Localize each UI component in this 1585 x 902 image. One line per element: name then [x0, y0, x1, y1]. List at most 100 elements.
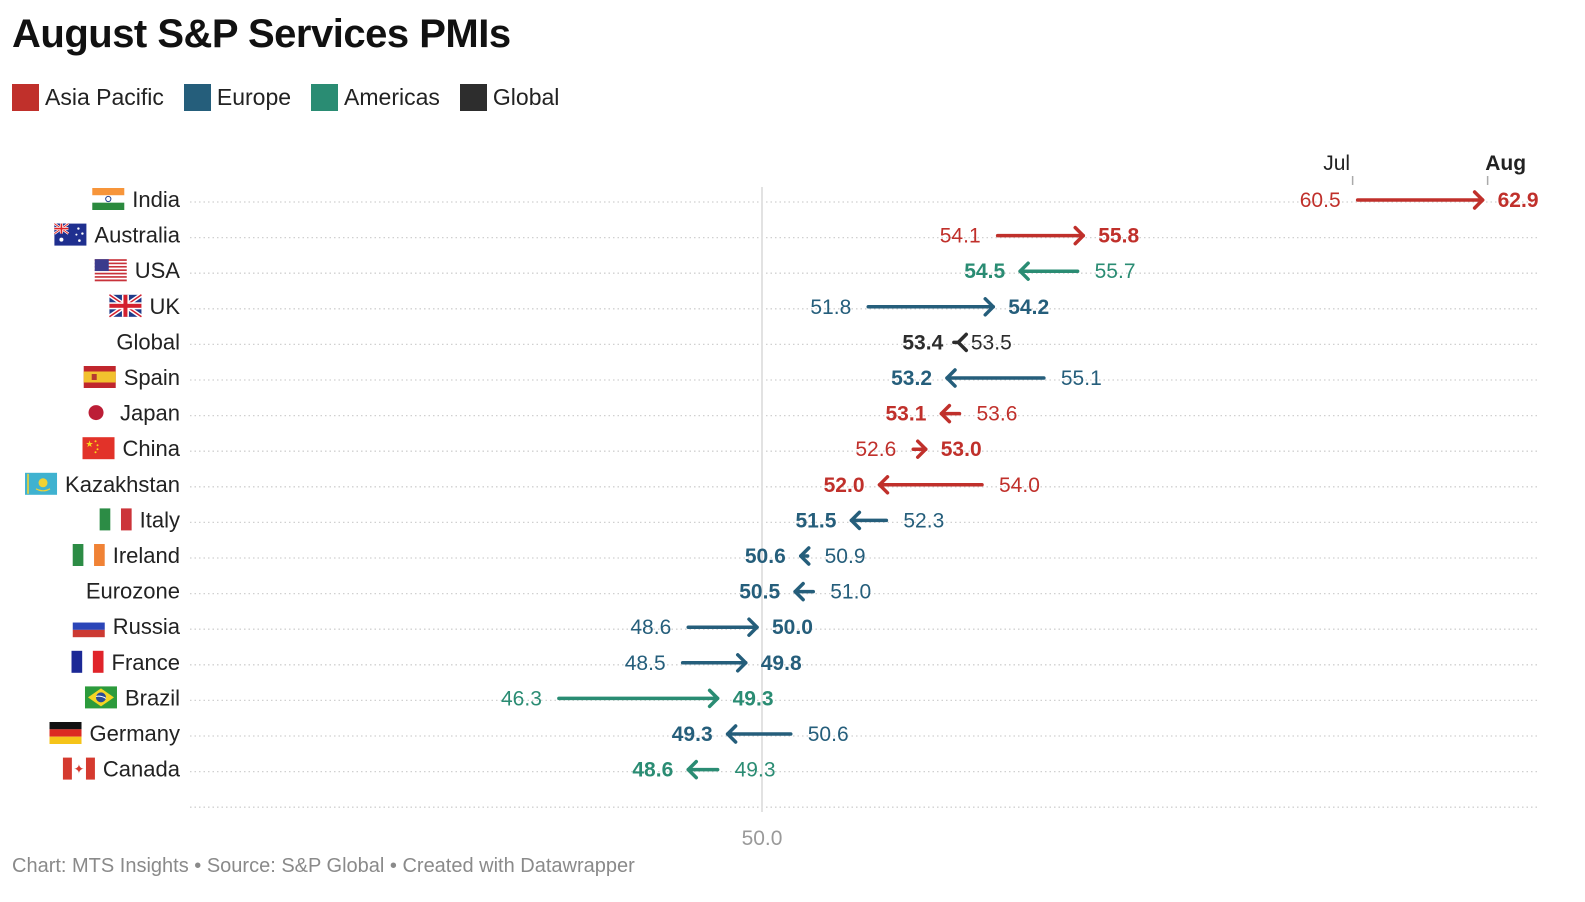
canada-flag-icon: ✦: [62, 757, 95, 780]
brazil-flag-icon: [84, 686, 117, 709]
legend-item-europe: Europe: [183, 84, 292, 111]
legend-item-asia-pacific: Asia Pacific: [12, 84, 164, 111]
aug-value-label: 50.0: [772, 616, 813, 639]
row-global: Global 53.5 53.4: [116, 329, 1011, 354]
row-australia: Australia 54.1 55.8: [53, 222, 1139, 248]
aug-value-label: 51.5: [796, 509, 837, 532]
aug-value-label: 50.5: [739, 581, 780, 604]
china-flag-icon: ★: [82, 437, 115, 460]
row-label: Brazil: [125, 685, 180, 710]
column-headers: Jul Aug: [1323, 152, 1526, 185]
aug-value-label: 54.5: [964, 260, 1005, 283]
australia-flag-icon: [53, 222, 87, 246]
svg-text:★: ★: [86, 439, 94, 449]
france-flag-icon: [71, 650, 104, 673]
legend-label: Americas: [344, 84, 440, 110]
row-label: USA: [135, 258, 181, 283]
jul-value-label: 53.6: [977, 403, 1018, 426]
row-label: Australia: [94, 223, 180, 248]
arrow-head: [877, 475, 890, 495]
jul-value-label: 51.8: [810, 296, 851, 319]
row-label: Global: [116, 329, 180, 354]
arrow-head: [747, 617, 759, 637]
arrow-head: [939, 403, 952, 424]
row-label: Italy: [140, 507, 180, 532]
arrow-head: [916, 439, 928, 459]
jul-value-label: 52.6: [855, 438, 896, 461]
row-spain: Spain 55.1 53.2: [83, 365, 1102, 390]
row-uk: UK 51.8 54.2: [108, 292, 1049, 319]
row-eurozone: Eurozone 51.0 50.5: [86, 579, 871, 604]
row-japan: Japan 53.6 53.1: [88, 401, 1018, 426]
column-header-jul: Jul: [1323, 152, 1350, 175]
row-italy: Italy 52.3 51.5: [99, 507, 944, 532]
uk-flag-icon: [108, 292, 143, 319]
grid-layer: [190, 201, 1540, 808]
aug-value-label: 62.9: [1498, 189, 1539, 212]
kazakhstan-flag-icon: [25, 472, 58, 495]
aug-value-label: 55.8: [1098, 225, 1139, 248]
legend-swatch-asia-pacific: [12, 84, 39, 111]
aug-value-label: 53.0: [941, 438, 982, 461]
row-russia: Russia 48.6 50.0: [72, 614, 813, 639]
jul-value-label: 51.0: [830, 581, 871, 604]
japan-flag-icon: [88, 405, 104, 421]
russia-flag-icon: [72, 622, 105, 638]
row-brazil: Brazil 46.3 49.3: [84, 685, 774, 710]
aug-value-label: 54.2: [1008, 296, 1049, 319]
row-label: India: [132, 187, 180, 212]
row-india: India 60.5 62.9: [92, 187, 1539, 212]
jul-value-label: 48.5: [625, 652, 666, 675]
jul-value-label: 54.0: [999, 474, 1040, 497]
row-france: France 48.5 49.8: [71, 650, 802, 675]
row-label: China: [123, 436, 181, 461]
jul-value-label: 55.7: [1095, 260, 1136, 283]
chart-footer: Chart: MTS Insights • Source: S&P Global…: [12, 855, 635, 877]
row-kazakhstan: Kazakhstan 54.0 52.0: [25, 472, 1040, 497]
jul-value-label: 54.1: [940, 225, 981, 248]
row-label: France: [112, 650, 180, 675]
row-china: China ★ 52.6 53.0: [82, 436, 982, 461]
legend-swatch-americas: [311, 84, 339, 111]
x-tick-label: 50.0: [742, 827, 783, 850]
jul-value-label: 53.5: [971, 331, 1012, 354]
row-label: Eurozone: [86, 579, 180, 604]
arrow-head: [686, 759, 698, 780]
arrow-head: [945, 368, 957, 388]
legend-label: Global: [492, 84, 560, 110]
row-canada: Canada ✦ 49.3 48.6: [62, 757, 776, 782]
jul-value-label: 49.3: [735, 759, 776, 782]
jul-value-label: 55.1: [1061, 367, 1102, 390]
aug-value-label: 52.0: [824, 474, 865, 497]
aug-value-label: 49.8: [761, 652, 802, 675]
ireland-flag-icon: [72, 544, 105, 566]
arrow-head: [1073, 225, 1085, 246]
jul-value-label: 50.6: [808, 723, 849, 746]
legend-label: Asia Pacific: [45, 84, 164, 110]
aug-value-label: 50.6: [745, 545, 786, 568]
arrow-head: [707, 688, 720, 709]
row-usa: USA 55.7 54.5: [94, 258, 1136, 283]
row-germany: Germany 50.6 49.3: [49, 721, 849, 746]
arrow-head: [736, 653, 748, 673]
row-label: Canada: [103, 757, 181, 782]
jul-value-label: 50.9: [825, 545, 866, 568]
column-header-aug: Aug: [1485, 152, 1526, 175]
aug-value-label: 53.2: [891, 367, 932, 390]
arrow-head: [793, 581, 805, 602]
row-label: UK: [149, 294, 180, 319]
arrow-head: [956, 332, 968, 353]
row-label: Russia: [113, 614, 181, 639]
arrow-head: [1472, 190, 1485, 210]
row-label: Spain: [124, 365, 180, 390]
row-ireland: Ireland 50.9 50.6: [72, 543, 866, 568]
aug-value-label: 49.3: [672, 723, 713, 746]
spain-flag-icon: [83, 366, 116, 388]
legend: Asia Pacific Europe Americas Global: [12, 84, 579, 111]
aug-value-label: 53.1: [886, 403, 927, 426]
row-label: Ireland: [113, 543, 180, 568]
germany-flag-icon: [49, 722, 82, 744]
legend-item-global: Global: [459, 84, 560, 111]
aug-value-label: 53.4: [902, 331, 943, 354]
legend-label: Europe: [216, 84, 292, 110]
